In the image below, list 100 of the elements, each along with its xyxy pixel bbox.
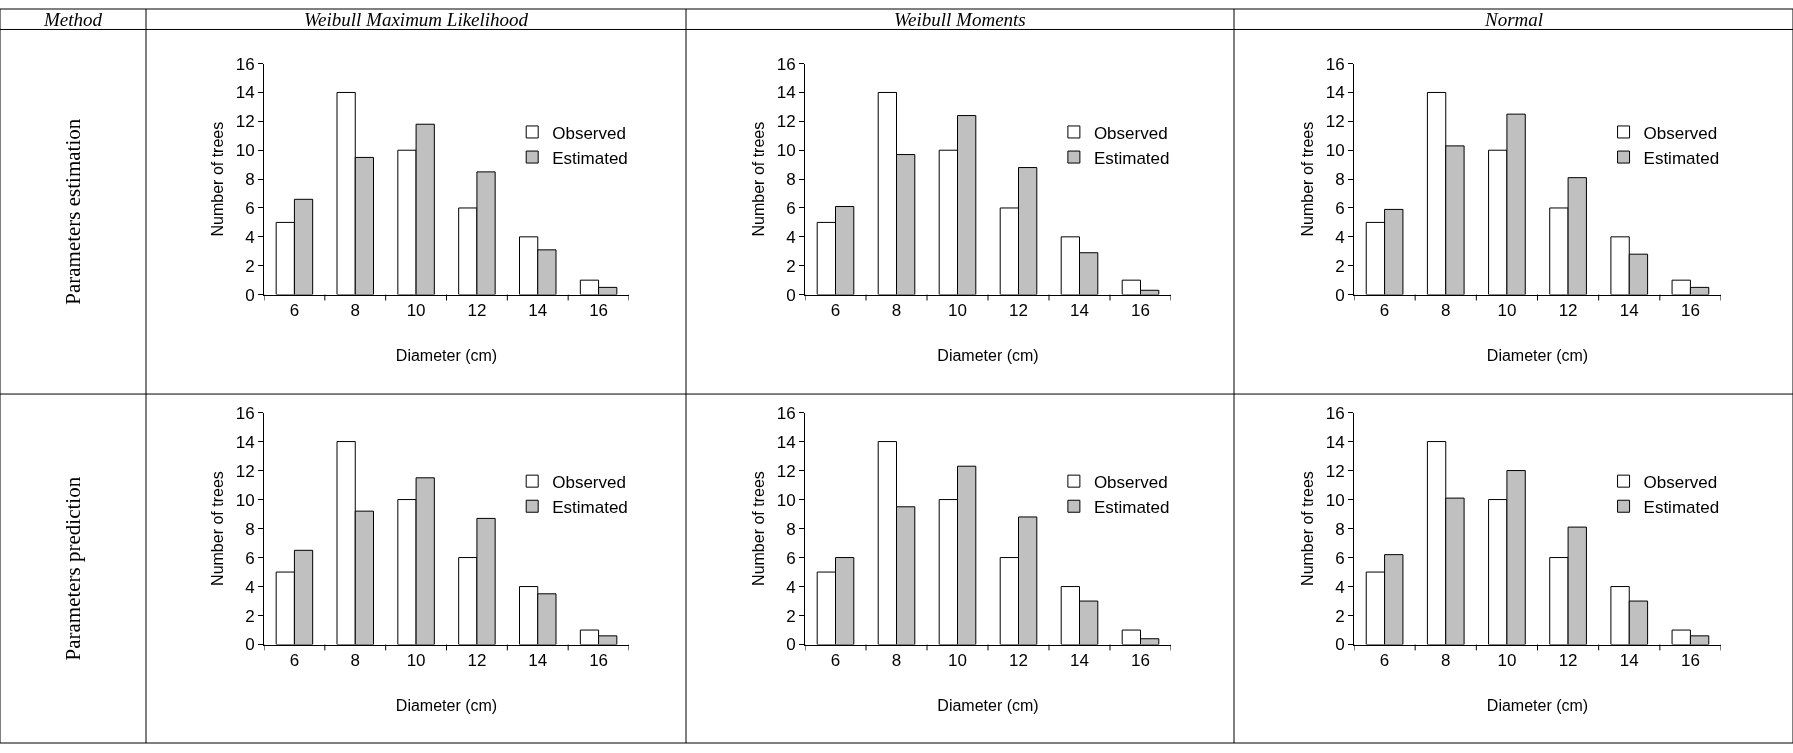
x-tick-label: 10 <box>1497 301 1517 321</box>
y-tick-label: 4 <box>1335 577 1345 597</box>
y-tick-label: 0 <box>786 285 796 305</box>
y-tick-label: 2 <box>786 606 796 626</box>
chart-title: Weibull Maximum Likelihood <box>304 9 529 30</box>
x-tick-label: 8 <box>1441 650 1451 670</box>
y-tick-label: 14 <box>235 432 255 452</box>
x-tick-label: 14 <box>1070 301 1089 321</box>
legend-label: Estimated <box>1093 148 1170 168</box>
y-tick-label: 6 <box>245 198 255 218</box>
x-axis-title: Diameter (cm) <box>395 696 498 714</box>
legend-label: Estimated <box>552 497 628 517</box>
x-tick-label: 8 <box>350 650 360 670</box>
y-tick-label: 4 <box>786 577 796 597</box>
x-tick-label: 6 <box>289 301 300 321</box>
y-tick-label: 12 <box>776 112 796 132</box>
x-tick-label: 10 <box>406 650 426 670</box>
y-tick-label: 0 <box>1335 635 1345 655</box>
x-tick-label: 16 <box>1680 301 1700 321</box>
legend-label: Observed <box>1093 123 1168 143</box>
y-tick-label: 2 <box>786 256 796 276</box>
text: Parameters prediction <box>61 476 86 661</box>
y-tick-label: 10 <box>776 141 796 161</box>
x-tick-label: 14 <box>1619 301 1639 321</box>
y-tick-label: 14 <box>235 83 255 103</box>
y-tick-label: 14 <box>776 432 796 452</box>
y-tick-label: 8 <box>786 170 796 190</box>
y-tick-label: 12 <box>235 112 255 132</box>
x-tick-label: 14 <box>1619 650 1639 670</box>
y-tick-label: 2 <box>245 606 255 626</box>
x-tick-label: 12 <box>467 650 487 670</box>
y-tick-label: 16 <box>1325 54 1345 74</box>
y-tick-label: 0 <box>245 635 255 655</box>
chart-title: Weibull Moments <box>894 9 1026 30</box>
y-tick-label: 0 <box>786 635 796 655</box>
y-tick-label: 16 <box>776 54 796 74</box>
x-tick-label: 14 <box>1070 650 1089 670</box>
y-axis-title: Number of trees <box>749 121 767 237</box>
y-tick-label: 0 <box>245 285 255 305</box>
y-tick-label: 6 <box>786 198 796 218</box>
x-tick-label: 10 <box>1497 650 1517 670</box>
y-tick-label: 10 <box>235 490 255 510</box>
y-tick-label: 16 <box>1325 403 1345 423</box>
y-tick-label: 10 <box>1325 141 1345 161</box>
x-tick-label: 12 <box>1009 301 1028 321</box>
text: Parameters estimation <box>61 118 86 305</box>
x-tick-label: 16 <box>589 650 609 670</box>
y-tick-label: 16 <box>235 54 255 74</box>
legend-label: Estimated <box>1093 497 1170 517</box>
y-tick-label: 2 <box>245 256 255 276</box>
text: Method <box>43 9 103 30</box>
y-tick-label: 16 <box>235 403 255 423</box>
x-tick-label: 6 <box>830 650 841 670</box>
y-tick-label: 12 <box>1325 112 1345 132</box>
x-tick-label: 10 <box>948 650 967 670</box>
y-tick-label: 12 <box>1325 461 1345 481</box>
y-tick-label: 10 <box>1325 490 1345 510</box>
y-tick-label: 12 <box>235 461 255 481</box>
x-tick-label: 6 <box>1379 301 1390 321</box>
x-tick-label: 12 <box>1009 650 1028 670</box>
y-tick-label: 10 <box>235 141 255 161</box>
x-axis-title: Diameter (cm) <box>1486 346 1589 364</box>
y-tick-label: 12 <box>776 461 796 481</box>
x-tick-label: 12 <box>467 301 487 321</box>
x-tick-label: 12 <box>1558 301 1578 321</box>
y-axis-title: Number of trees <box>208 471 226 586</box>
legend-label: Estimated <box>552 148 628 168</box>
x-tick-label: 8 <box>891 650 902 670</box>
y-axis-title: Number of trees <box>1298 471 1316 586</box>
y-axis-title: Number of trees <box>749 471 767 586</box>
x-axis-title: Diameter (cm) <box>937 696 1039 714</box>
y-tick-label: 8 <box>1335 170 1345 190</box>
x-tick-label: 16 <box>589 301 609 321</box>
x-tick-label: 10 <box>406 301 426 321</box>
x-tick-label: 10 <box>948 301 967 321</box>
legend-label: Estimated <box>1643 497 1720 517</box>
x-axis-title: Diameter (cm) <box>1486 696 1589 714</box>
legend-label: Observed <box>552 123 626 143</box>
x-tick-label: 14 <box>528 650 548 670</box>
y-tick-label: 6 <box>1335 548 1345 568</box>
y-tick-label: 8 <box>786 519 796 539</box>
x-tick-label: 6 <box>1379 650 1390 670</box>
y-tick-label: 8 <box>245 519 255 539</box>
legend-label: Observed <box>1093 472 1168 492</box>
y-tick-label: 4 <box>1335 227 1345 247</box>
x-tick-label: 8 <box>350 301 360 321</box>
y-tick-label: 6 <box>1335 198 1345 218</box>
y-axis-title: Number of trees <box>208 121 226 237</box>
legend-label: Observed <box>1643 123 1718 143</box>
x-axis-title: Diameter (cm) <box>937 346 1039 364</box>
x-tick-label: 16 <box>1131 650 1150 670</box>
x-tick-label: 8 <box>1441 301 1451 321</box>
y-tick-label: 10 <box>776 490 796 510</box>
x-tick-label: 14 <box>528 301 548 321</box>
x-tick-label: 8 <box>891 301 902 321</box>
y-axis-title: Number of trees <box>1298 121 1316 237</box>
x-tick-label: 12 <box>1558 650 1578 670</box>
x-tick-label: 16 <box>1131 301 1150 321</box>
chart-title: Normal <box>1484 9 1544 30</box>
y-tick-label: 6 <box>786 548 796 568</box>
